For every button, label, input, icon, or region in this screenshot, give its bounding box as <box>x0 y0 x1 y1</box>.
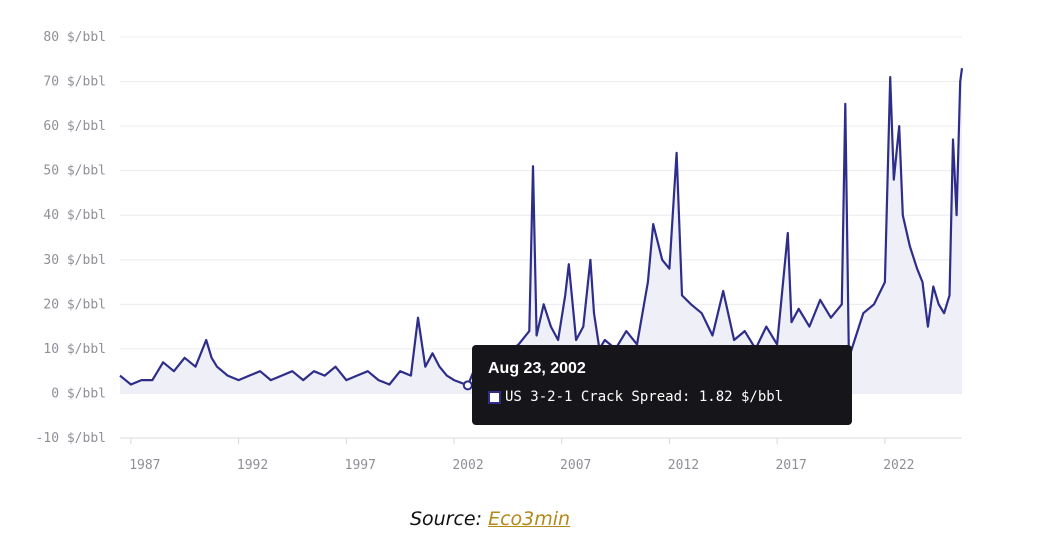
series-swatch-icon <box>488 390 501 404</box>
x-tick-label: 2012 <box>668 458 699 473</box>
source-caption: Source: Eco3min <box>0 508 980 530</box>
tooltip-date: Aug 23, 2002 <box>488 360 586 377</box>
x-tick-label: 2017 <box>775 458 806 473</box>
x-tick-label: 2002 <box>452 458 483 473</box>
y-tick-label: -10 $/bbl <box>36 431 106 446</box>
y-tick-label: 40 $/bbl <box>43 208 106 223</box>
y-tick-label: 10 $/bbl <box>43 342 106 357</box>
y-tick-label: 20 $/bbl <box>43 297 106 312</box>
hover-point <box>462 380 473 391</box>
y-tick-label: 70 $/bbl <box>43 75 106 90</box>
y-tick-label: 80 $/bbl <box>43 30 106 45</box>
y-tick-label: 60 $/bbl <box>43 119 106 134</box>
x-tick-label: 1992 <box>237 458 268 473</box>
tooltip-row: US 3-2-1 Crack Spread: 1.82 $/bbl <box>488 387 838 407</box>
source-label: Source: <box>409 508 483 530</box>
x-axis-ticks: 1987 1992 1997 2002 2007 2012 2017 2022 <box>129 438 915 473</box>
y-tick-label: 50 $/bbl <box>43 164 106 179</box>
source-link[interactable]: Eco3min <box>488 508 571 530</box>
x-tick-label: 2022 <box>883 458 914 473</box>
series-area-fill <box>120 68 962 394</box>
x-tick-label: 2007 <box>560 458 591 473</box>
chart-tooltip: Aug 23, 2002 US 3-2-1 Crack Spread: 1.82… <box>472 345 852 425</box>
y-tick-label: 0 $/bbl <box>51 386 106 401</box>
tooltip-value-label: US 3-2-1 Crack Spread: 1.82 $/bbl <box>505 389 784 405</box>
y-axis-ticks: 80 $/bbl 70 $/bbl 60 $/bbl 50 $/bbl 40 $/bbl… <box>36 30 106 446</box>
series-line[interactable] <box>119 68 964 387</box>
x-tick-label: 1987 <box>129 458 160 473</box>
y-tick-label: 30 $/bbl <box>43 253 106 268</box>
crack-spread-chart: 80 $/bbl 70 $/bbl 60 $/bbl 50 $/bbl 40 $/bbl… <box>36 30 964 473</box>
x-tick-label: 1997 <box>345 458 376 473</box>
